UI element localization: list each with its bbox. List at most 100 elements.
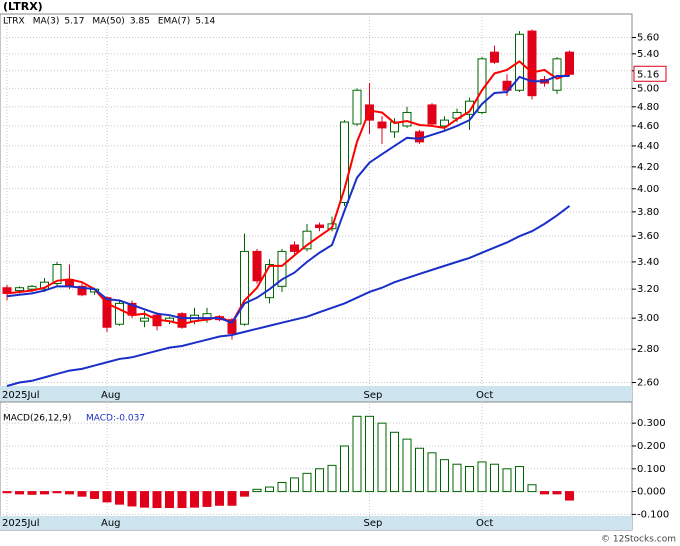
macd-bar: [177, 491, 187, 509]
y-tick-label: 5.60: [637, 32, 659, 43]
x-tick-label: 2025Jul: [2, 390, 40, 401]
ma-line: [6, 60, 570, 326]
y-tick-label: 2.80: [637, 344, 659, 355]
macd-bar: [165, 491, 174, 509]
macd-bar: [377, 422, 387, 493]
y-tick-label: 4.00: [637, 184, 659, 195]
macd-bar: [427, 452, 437, 493]
legend-name: EMA(7): [158, 17, 190, 27]
macd-bar: [515, 466, 524, 493]
macd-bar: [265, 486, 274, 493]
y-tick-label: 3.00: [637, 313, 659, 324]
candle-body: [377, 121, 387, 129]
macd-bar: [402, 438, 412, 493]
macd-bar: [440, 459, 449, 493]
candle-body: [77, 285, 87, 296]
ma-line: [6, 205, 571, 387]
macd-bar: [465, 466, 474, 493]
macd-bar: [315, 468, 324, 493]
candle-body: [302, 230, 312, 250]
macd-bar: [415, 447, 424, 493]
candle-body: [290, 244, 299, 252]
macd-bar: [452, 463, 462, 493]
chart-title: (LTRX): [3, 0, 43, 13]
macd-bar: [502, 468, 512, 493]
y-tick-label: 0.200: [637, 441, 666, 452]
macd-bar: [190, 491, 199, 508]
legend-name: MA(3): [33, 17, 60, 27]
macd-bar: [552, 491, 562, 495]
candle-body: [440, 119, 449, 127]
candle-body: [565, 51, 574, 75]
candle-body: [27, 285, 37, 290]
macd-bar: [27, 491, 37, 495]
candle-body: [527, 30, 537, 97]
candle-body: [552, 58, 562, 91]
candle-body: [52, 264, 62, 285]
legend-value: 5.14: [195, 17, 215, 27]
candle-body: [252, 250, 262, 282]
macd-bar: [352, 415, 362, 493]
macd-bar: [215, 491, 224, 506]
macd-bar: [2, 491, 12, 494]
candle-body: [490, 51, 499, 63]
y-tick-label: 3.40: [637, 257, 659, 268]
legend-value: 3.85: [130, 17, 150, 27]
x-tick-label: Oct: [476, 390, 493, 401]
footer: © 12Stocks.com: [601, 535, 676, 545]
macd-bar: [327, 464, 337, 493]
candle-body: [340, 121, 349, 203]
y-tick-label: 3.20: [637, 284, 659, 295]
macd-value: MACD:-0.037: [86, 414, 145, 424]
macd-bar: [65, 491, 74, 495]
macd-bar: [90, 491, 99, 499]
macd-title: MACD(26,12,9): [3, 414, 71, 424]
x-tick-label: Sep: [364, 390, 383, 401]
last-value-label: 5.16: [637, 69, 659, 80]
y-tick-label: 3.60: [637, 231, 659, 242]
macd-bar: [490, 463, 499, 493]
candle-body: [415, 131, 424, 143]
y-tick-label: 5.00: [637, 83, 659, 94]
candle-body: [427, 104, 437, 125]
candle-body: [465, 100, 474, 115]
candle-body: [315, 224, 324, 229]
candle-body: [240, 250, 249, 325]
macd-bar: [115, 491, 124, 505]
legend-name: MA(50): [92, 17, 124, 27]
macd-bar: [365, 415, 374, 493]
candle-body: [352, 89, 362, 125]
macd-bar: [152, 491, 162, 509]
candle-body: [115, 302, 124, 325]
macd-bar: [15, 491, 24, 495]
date-strip: [0, 516, 632, 530]
macd-bar: [202, 491, 212, 507]
x-tick-label: Oct: [476, 518, 493, 529]
macd-bar: [527, 484, 537, 493]
legend-value: 5.17: [64, 17, 84, 27]
ma-line: [6, 75, 570, 324]
macd-bar: [565, 491, 574, 501]
macd-bar: [52, 491, 62, 494]
x-tick-label: Aug: [101, 518, 121, 529]
x-tick-label: 2025Jul: [2, 518, 40, 529]
macd-bar: [290, 477, 299, 493]
macd-bar: [302, 472, 312, 493]
y-tick-label: 4.20: [637, 162, 659, 173]
y-tick-label: 4.40: [637, 141, 659, 152]
candle-body: [177, 313, 187, 328]
y-tick-label: 5.40: [637, 49, 659, 60]
candle-body: [402, 111, 412, 127]
macd-bar: [240, 491, 249, 497]
y-tick-label: 4.60: [637, 121, 659, 132]
date-strip: [0, 386, 632, 402]
candle-body: [102, 297, 112, 328]
y-tick-label: 0.300: [637, 418, 666, 429]
y-tick-label: -0.100: [637, 509, 669, 520]
candle-body: [265, 264, 274, 299]
last-value-box: [633, 65, 667, 82]
x-tick-label: Aug: [101, 390, 121, 401]
y-tick-label: 3.80: [637, 207, 659, 218]
legend-symbol: LTRX: [3, 17, 25, 27]
